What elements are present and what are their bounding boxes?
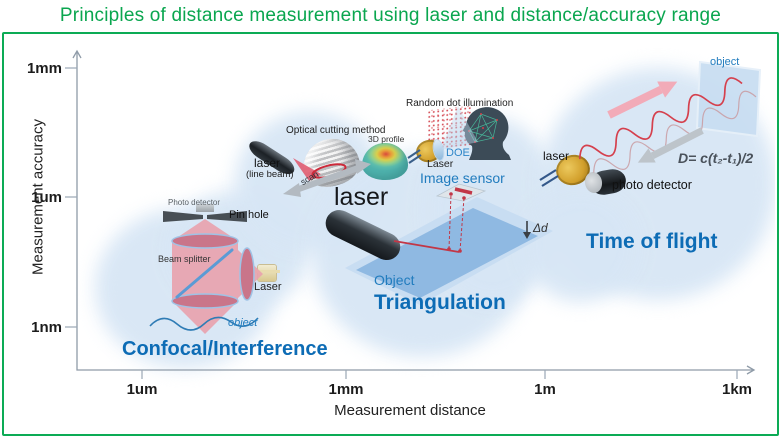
triangulation-object-label: Object <box>374 272 415 288</box>
x-axis-label: Measurement distance <box>334 402 486 419</box>
y-tick-1um: 1um <box>31 189 62 206</box>
laser-emitter-stripe <box>254 270 280 273</box>
y-tick-1nm: 1nm <box>31 319 62 336</box>
tof-heading: Time of flight <box>586 230 718 253</box>
tof-photo-detector-label: photo detector <box>612 178 692 192</box>
line-beam-label: (line beam) <box>246 169 294 180</box>
y-axis-label: Measurement accuracy <box>29 119 47 275</box>
laser-emitter-icon <box>258 265 276 281</box>
photo-detector-label: Photo detector <box>168 198 221 207</box>
doe-label: DOE <box>446 147 470 159</box>
random-dot-heading: Random dot illumination <box>406 98 514 109</box>
confocal-object-label: object <box>228 317 258 329</box>
triangulation-heading: Triangulation <box>374 291 506 314</box>
pin-hole-label: Pin hole <box>229 209 269 221</box>
tof-object-label: object <box>710 56 740 68</box>
x-tick-1um: 1um <box>126 381 158 398</box>
optical-cutting-label: Optical cutting method <box>286 125 386 136</box>
confocal-laser-label: Laser <box>254 281 282 293</box>
triangulation-laser-label: laser <box>334 183 389 211</box>
x-tick-1mm: 1mm <box>328 381 364 398</box>
beam-splitter-label: Beam splitter <box>158 254 211 264</box>
x-tick-1m: 1m <box>534 381 556 398</box>
profile-label: 3D profile <box>368 134 405 144</box>
delta-d-label: Δd <box>533 221 548 235</box>
confocal-heading: Confocal/Interference <box>122 338 328 360</box>
tof-laser-label: laser <box>543 149 570 163</box>
line-laser-label: laser <box>254 156 281 170</box>
x-tick-1km: 1km <box>721 381 753 398</box>
image-sensor-label: Image sensor <box>420 170 505 186</box>
tof-formula: D= c(t₂-t₁)/2 <box>678 150 754 166</box>
random-laser-label: Laser <box>427 158 454 170</box>
profile-dome-icon <box>362 143 408 180</box>
figure-title: Principles of distance measurement using… <box>59 5 722 26</box>
y-tick-1mm: 1mm <box>26 60 62 77</box>
